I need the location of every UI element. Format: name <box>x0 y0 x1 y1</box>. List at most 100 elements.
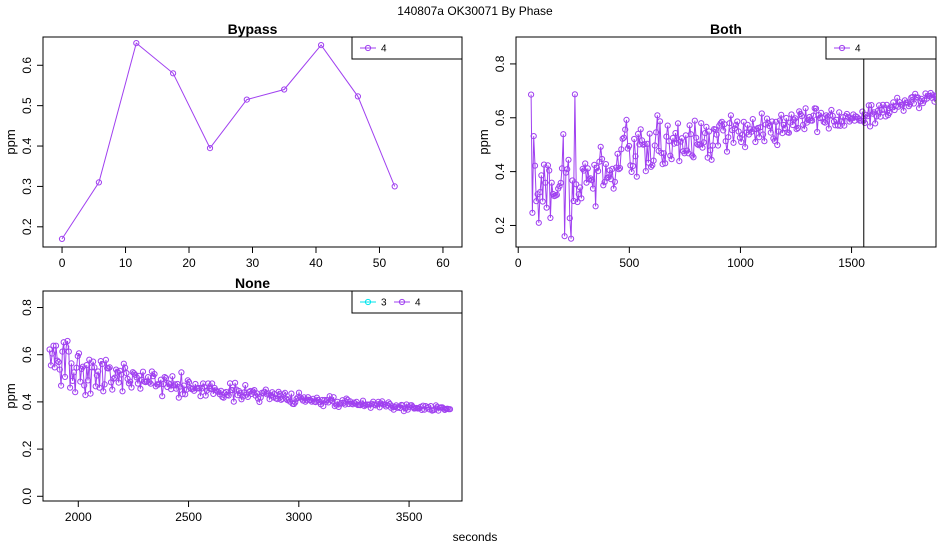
data-point <box>752 138 759 146</box>
data-point <box>744 121 751 128</box>
data-point <box>119 388 126 395</box>
data-point <box>798 113 805 120</box>
data-point <box>74 353 81 360</box>
data-point <box>735 128 742 135</box>
data-point <box>598 155 606 163</box>
data-point <box>669 134 677 142</box>
data-point <box>742 144 749 151</box>
data-point <box>75 350 83 357</box>
data-point <box>529 209 536 216</box>
data-point <box>900 107 907 114</box>
data-point <box>162 375 170 382</box>
data-point <box>631 135 638 143</box>
data-point <box>656 118 664 125</box>
data-point <box>916 105 923 112</box>
panel-title: Both <box>710 21 742 37</box>
data-point <box>775 128 782 135</box>
data-point <box>801 126 808 133</box>
data-point <box>92 383 99 390</box>
data-point <box>533 198 540 205</box>
data-point <box>886 109 893 117</box>
data-point <box>618 146 625 153</box>
data-point <box>734 118 741 125</box>
data-point <box>537 189 544 196</box>
data-point <box>586 176 593 183</box>
data-point <box>651 142 658 149</box>
data-point <box>556 183 563 190</box>
data-point <box>51 364 58 371</box>
legend-label-4: 4 <box>415 298 421 309</box>
data-point <box>93 372 101 379</box>
data-point <box>232 379 239 386</box>
data-point <box>663 133 670 140</box>
data-point <box>308 398 315 405</box>
data-point <box>557 179 564 186</box>
data-point <box>707 147 714 154</box>
data-point <box>726 120 733 127</box>
data-point <box>650 157 657 164</box>
data-point <box>330 394 337 401</box>
data-point <box>774 141 781 149</box>
data-point <box>540 161 548 168</box>
data-point <box>677 138 684 145</box>
data-point <box>708 156 715 163</box>
data-point <box>891 106 898 114</box>
data-point <box>611 178 619 185</box>
data-point <box>867 123 874 130</box>
data-point <box>577 184 584 191</box>
data-point <box>543 204 550 211</box>
data-point <box>542 179 549 186</box>
data-point <box>778 111 785 118</box>
data-point <box>865 102 872 109</box>
data-point <box>588 177 595 184</box>
data-point <box>225 392 232 399</box>
series-line-4 <box>530 91 936 239</box>
legend-box <box>825 36 937 60</box>
data-point <box>589 185 597 192</box>
data-point <box>127 378 134 385</box>
data-point <box>292 399 299 406</box>
data-point <box>825 125 832 132</box>
legend-marker-3 <box>364 298 372 306</box>
data-point <box>615 166 622 173</box>
data-point <box>671 140 678 147</box>
legend-marker-4 <box>364 44 372 52</box>
x-tick-label: 20 <box>182 256 196 270</box>
data-point <box>574 198 581 206</box>
data-point <box>793 126 800 133</box>
data-point <box>280 391 287 398</box>
data-point <box>723 148 731 155</box>
data-point <box>566 215 573 222</box>
data-point <box>821 119 829 126</box>
data-point <box>90 358 97 365</box>
data-point <box>730 139 737 146</box>
data-point <box>838 118 845 125</box>
data-point <box>805 116 812 124</box>
data-point <box>873 113 880 120</box>
data-point <box>776 117 784 124</box>
data-point <box>318 42 325 49</box>
data-point <box>229 387 236 394</box>
data-point <box>653 129 660 136</box>
data-point <box>769 118 776 125</box>
data-point <box>751 126 758 133</box>
y-tick-label: 0.4 <box>20 393 34 410</box>
data-point <box>781 124 789 132</box>
data-point <box>539 198 546 205</box>
data-point <box>147 380 154 387</box>
data-point <box>592 203 599 210</box>
data-point <box>56 366 63 373</box>
data-point <box>881 106 888 113</box>
data-point <box>562 169 570 176</box>
data-point <box>106 364 113 371</box>
data-point <box>644 140 651 147</box>
data-point <box>694 141 701 148</box>
data-point <box>738 138 745 146</box>
data-point <box>812 105 820 112</box>
data-point <box>81 382 88 389</box>
legend-label-4: 4 <box>855 44 861 55</box>
data-point <box>674 120 682 127</box>
data-point <box>578 195 585 202</box>
data-point <box>595 168 602 175</box>
